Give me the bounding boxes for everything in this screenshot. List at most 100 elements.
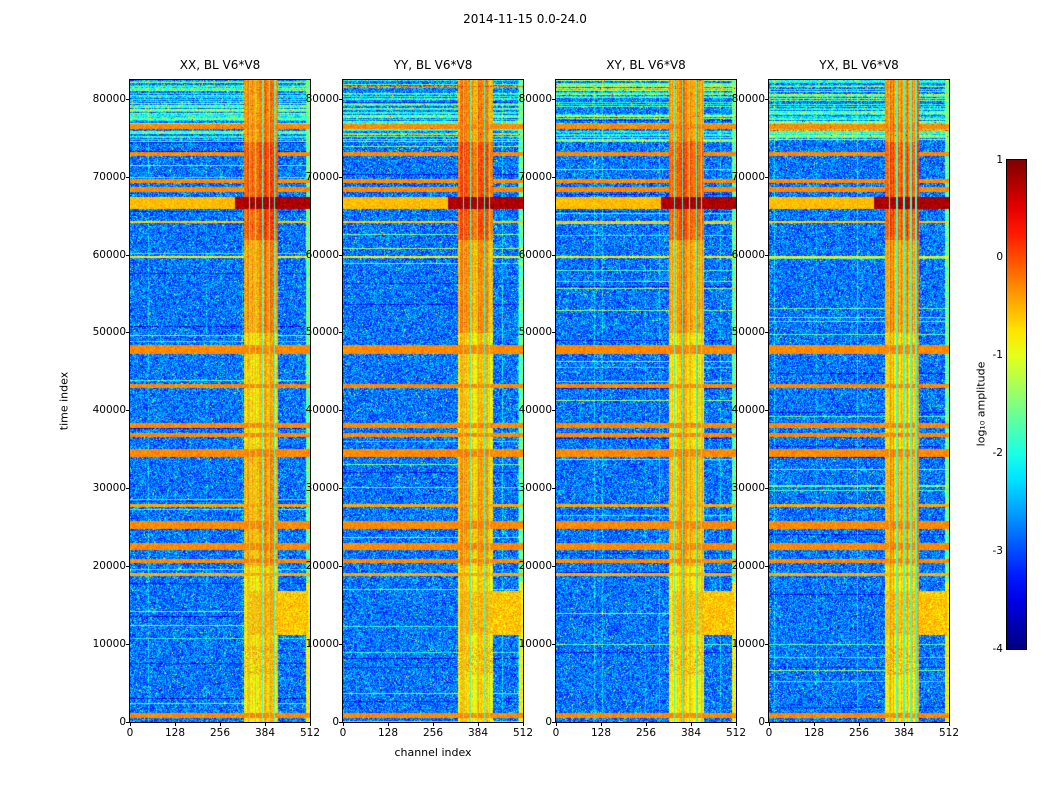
x-tick-mark — [690, 722, 692, 726]
y-tick-label: 70000 — [518, 170, 552, 183]
x-tick-mark — [768, 722, 770, 726]
x-tick-mark — [174, 722, 176, 726]
y-tick-label: 70000 — [92, 170, 126, 183]
y-tick-label: 10000 — [731, 637, 765, 650]
x-tick-mark — [858, 722, 860, 726]
colorbar — [1006, 159, 1027, 650]
colorbar-tick-label: -3 — [992, 544, 1003, 557]
y-tick-mark — [552, 254, 556, 256]
y-tick-mark — [765, 488, 769, 490]
x-tick-label: 384 — [254, 727, 276, 739]
y-tick-mark — [765, 643, 769, 645]
y-tick-mark — [126, 488, 130, 490]
x-tick-label: 512 — [725, 727, 747, 739]
y-tick-mark — [552, 410, 556, 412]
y-axis-label: time index — [57, 371, 71, 431]
y-tick-label: 50000 — [92, 326, 126, 339]
axes-frame-yx — [768, 79, 950, 723]
heatmap-xy — [556, 80, 736, 722]
x-tick-label: 0 — [552, 727, 560, 739]
y-tick-label: 0 — [545, 715, 552, 728]
x-tick-label: 256 — [422, 727, 444, 739]
y-tick-label: 60000 — [305, 248, 339, 261]
colorbar-tick-label: 0 — [996, 251, 1003, 264]
y-tick-mark — [765, 176, 769, 178]
y-tick-mark — [339, 410, 343, 412]
colorbar-tick-label: -1 — [992, 349, 1003, 362]
y-tick-mark — [552, 721, 556, 723]
heatmap-yx — [769, 80, 949, 722]
x-tick-mark — [522, 722, 524, 726]
y-tick-mark — [339, 565, 343, 567]
y-tick-mark — [765, 98, 769, 100]
y-tick-label: 80000 — [92, 92, 126, 105]
x-tick-label: 0 — [339, 727, 347, 739]
y-tick-mark — [339, 721, 343, 723]
y-tick-mark — [126, 643, 130, 645]
panel-title-yy: YY, BL V6*V8 — [393, 58, 473, 72]
y-tick-label: 50000 — [305, 326, 339, 339]
panel-title-xy: XY, BL V6*V8 — [606, 58, 686, 72]
x-tick-label: 256 — [848, 727, 870, 739]
x-tick-label: 512 — [938, 727, 960, 739]
y-tick-label: 40000 — [305, 404, 339, 417]
colorbar-label: log₁₀ amplitude — [974, 361, 988, 447]
colorbar-tick-label: -4 — [992, 642, 1003, 655]
axes-frame-xy — [555, 79, 737, 723]
y-tick-mark — [126, 98, 130, 100]
y-tick-label: 50000 — [518, 326, 552, 339]
y-tick-mark — [765, 254, 769, 256]
y-tick-label: 50000 — [731, 326, 765, 339]
y-tick-mark — [552, 643, 556, 645]
y-tick-mark — [126, 721, 130, 723]
y-tick-mark — [765, 721, 769, 723]
x-tick-mark — [432, 722, 434, 726]
x-tick-mark — [477, 722, 479, 726]
y-tick-label: 10000 — [518, 637, 552, 650]
x-tick-mark — [555, 722, 557, 726]
y-tick-label: 10000 — [92, 637, 126, 650]
colorbar-tick-label: -2 — [992, 446, 1003, 459]
x-tick-mark — [813, 722, 815, 726]
x-tick-mark — [342, 722, 344, 726]
x-axis-label: channel index — [394, 746, 472, 759]
y-tick-label: 0 — [332, 715, 339, 728]
y-tick-label: 80000 — [731, 92, 765, 105]
x-tick-label: 384 — [680, 727, 702, 739]
y-tick-mark — [339, 488, 343, 490]
y-tick-label: 80000 — [518, 92, 552, 105]
x-tick-label: 128 — [803, 727, 825, 739]
y-tick-mark — [339, 98, 343, 100]
y-tick-label: 60000 — [731, 248, 765, 261]
x-tick-label: 384 — [467, 727, 489, 739]
y-tick-mark — [765, 410, 769, 412]
y-tick-mark — [126, 176, 130, 178]
y-tick-label: 40000 — [518, 404, 552, 417]
y-tick-label: 20000 — [731, 559, 765, 572]
y-tick-mark — [126, 565, 130, 567]
y-tick-label: 30000 — [518, 482, 552, 495]
y-tick-mark — [552, 98, 556, 100]
y-tick-label: 40000 — [731, 404, 765, 417]
y-tick-mark — [552, 488, 556, 490]
x-tick-label: 128 — [377, 727, 399, 739]
x-tick-label: 512 — [299, 727, 321, 739]
y-tick-mark — [552, 332, 556, 334]
y-tick-mark — [552, 565, 556, 567]
y-tick-mark — [765, 332, 769, 334]
y-tick-label: 70000 — [731, 170, 765, 183]
y-tick-label: 0 — [758, 715, 765, 728]
panel-title-yx: YX, BL V6*V8 — [819, 58, 899, 72]
x-tick-mark — [903, 722, 905, 726]
x-tick-mark — [735, 722, 737, 726]
axes-frame-yy — [342, 79, 524, 723]
x-tick-mark — [129, 722, 131, 726]
y-tick-mark — [765, 565, 769, 567]
y-tick-mark — [339, 254, 343, 256]
y-tick-label: 30000 — [92, 482, 126, 495]
y-tick-mark — [126, 332, 130, 334]
x-tick-label: 128 — [590, 727, 612, 739]
y-tick-label: 70000 — [305, 170, 339, 183]
y-tick-label: 10000 — [305, 637, 339, 650]
